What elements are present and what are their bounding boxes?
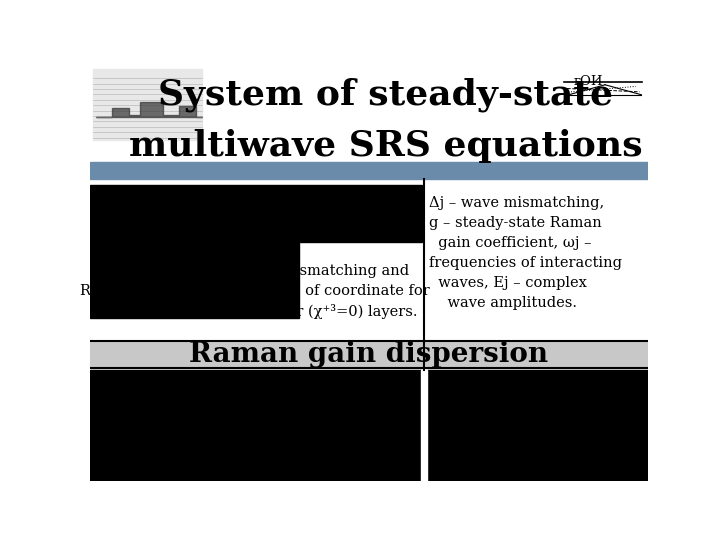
Polygon shape [96, 102, 202, 117]
Bar [90, 341, 648, 368]
Bar [93, 69, 202, 140]
Text: гОИ: гОИ [574, 75, 603, 88]
Text: In this system the wave mismatching and
Raman gain are the functions of coordina: In this system the wave mismatching and … [80, 264, 430, 319]
Bar [421, 370, 427, 481]
Text: multiwave SRS equations: multiwave SRS equations [129, 129, 642, 163]
Bar [90, 161, 648, 179]
Bar [427, 370, 648, 481]
Bar [90, 241, 300, 319]
Text: Δj – wave mismatching,
g – steady-state Raman
  gain coefficient, ωj –
frequenci: Δj – wave mismatching, g – steady-state … [429, 196, 622, 310]
Text: System of steady-state: System of steady-state [158, 77, 613, 112]
Text: Raman gain dispersion: Raman gain dispersion [189, 341, 549, 368]
Bar [90, 370, 421, 481]
Bar [90, 185, 422, 241]
